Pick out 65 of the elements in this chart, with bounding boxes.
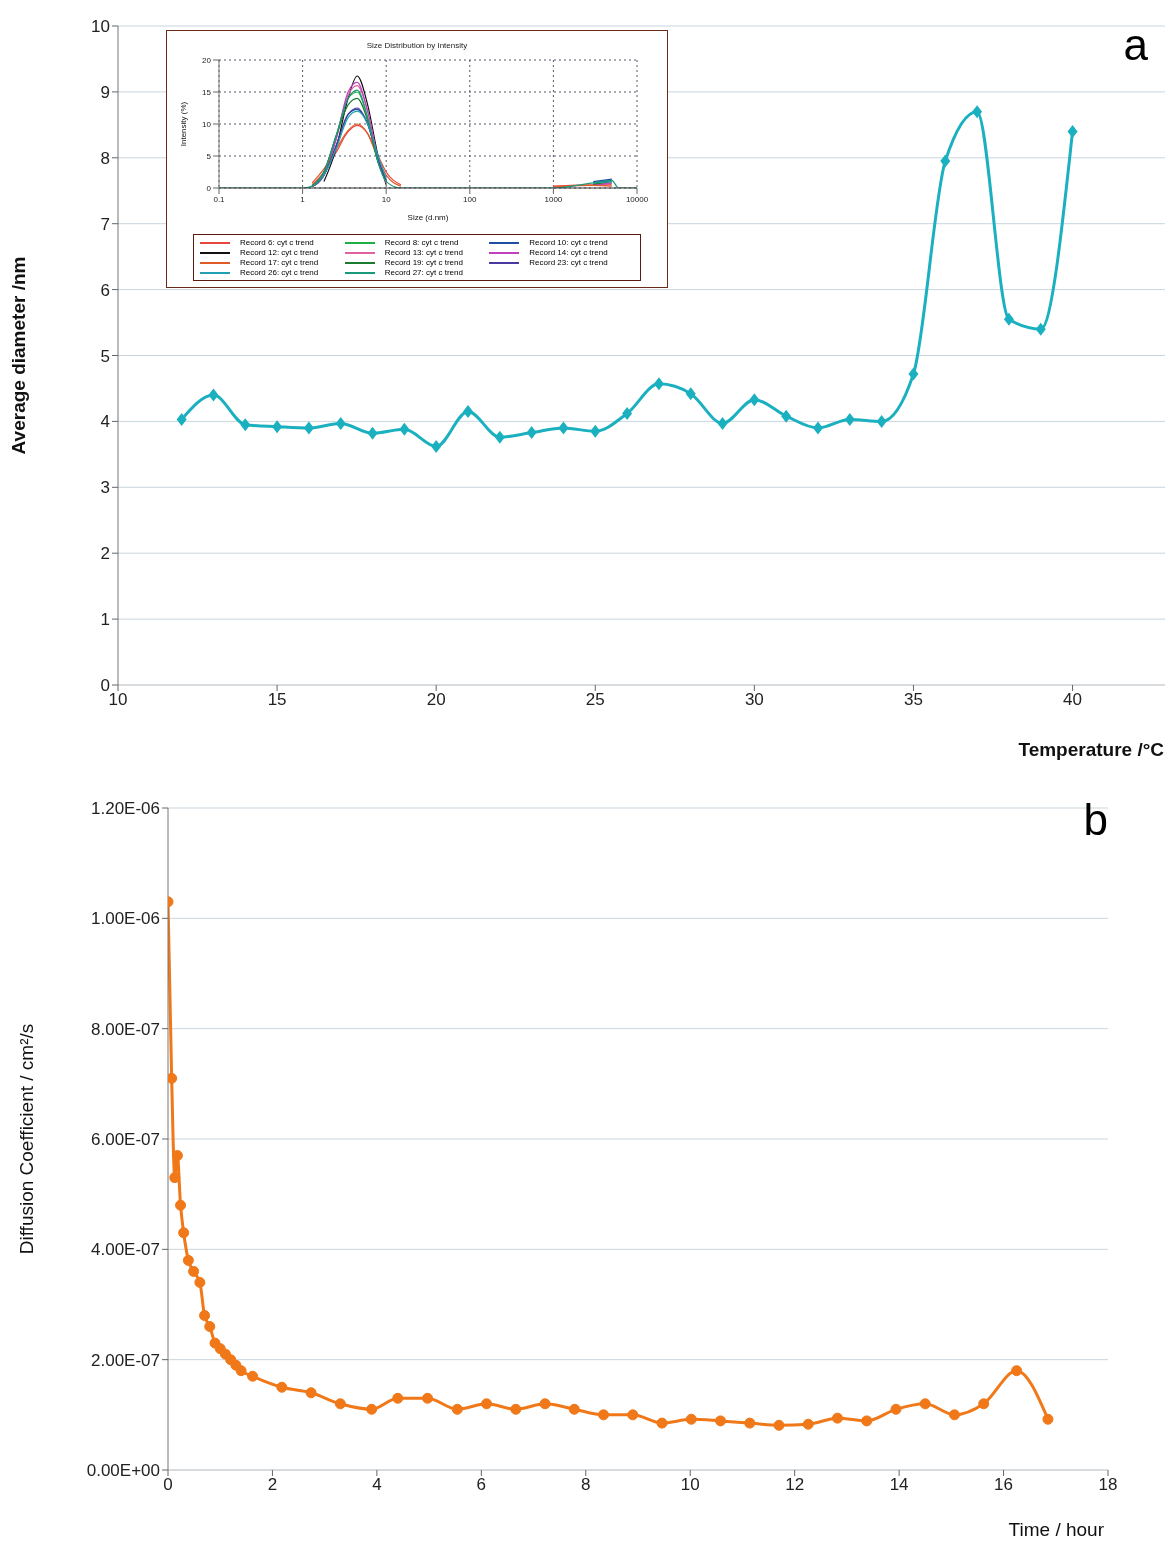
y-tick-label: 0 — [100, 676, 110, 696]
y-tick-label: 5 — [100, 346, 110, 366]
y-tick-label: 5 — [206, 151, 212, 161]
legend-label: Record 12: cyt c trend — [240, 248, 319, 257]
legend-label: Record 8: cyt c trend — [384, 238, 459, 247]
x-tick-label: 12 — [785, 1475, 805, 1495]
y-tick-label: 8.00E-07 — [91, 1019, 160, 1039]
y-tick-label: 2 — [100, 544, 110, 564]
legend-label: Record 19: cyt c trend — [384, 258, 463, 267]
x-tick-label: 10 — [680, 1475, 700, 1495]
y-tick-label: 20 — [202, 55, 212, 65]
legend-label: Record 13: cyt c trend — [384, 248, 463, 257]
annotation: b — [1083, 795, 1108, 845]
x-tick-label: 10000 — [625, 194, 649, 204]
y-tick-label: 10 — [202, 119, 212, 129]
x-tick-label: 18 — [1098, 1475, 1118, 1495]
y-tick-label: 10 — [91, 17, 110, 37]
y-tick-label: 6 — [100, 280, 110, 300]
x-tick-label: 100 — [463, 194, 478, 204]
x-tick-label: 25 — [585, 690, 605, 710]
y-axis-title: Diffusion Coefficient / cm²/s — [15, 1023, 37, 1255]
y-tick-label: 3 — [100, 478, 110, 498]
x-tick-label: 20 — [426, 690, 446, 710]
x-tick-label: 2 — [267, 1475, 278, 1495]
y-tick-label: 7 — [100, 214, 110, 234]
x-tick-label: 15 — [267, 690, 287, 710]
legend-label: Record 14: cyt c trend — [529, 248, 608, 257]
x-axis-title: Temperature /°C — [1018, 739, 1165, 760]
y-tick-label: 1.00E-06 — [91, 909, 160, 929]
y-tick-label: 9 — [100, 82, 110, 102]
x-tick-label: 40 — [1063, 690, 1083, 710]
x-tick-label: 6 — [476, 1475, 487, 1495]
x-tick-label: 1 — [300, 194, 306, 204]
y-tick-label: 15 — [202, 87, 212, 97]
y-tick-label: 1.20E-06 — [91, 799, 160, 819]
legend-label: Record 23: cyt c trend — [529, 258, 608, 267]
annotation: a — [1123, 20, 1148, 70]
y-tick-label: 6.00E-07 — [91, 1130, 160, 1150]
y-tick-label: 4.00E-07 — [91, 1240, 160, 1260]
legend-label: Record 17: cyt c trend — [240, 258, 319, 267]
x-tick-label: 8 — [581, 1475, 591, 1495]
y-tick-label: 4 — [100, 412, 110, 432]
y-axis-title: Intensity (%) — [178, 101, 188, 147]
x-tick-label: 16 — [994, 1475, 1014, 1495]
x-tick-label: 0 — [163, 1475, 173, 1495]
y-tick-label: 8 — [100, 148, 110, 168]
y-tick-label: 1 — [100, 610, 110, 630]
y-axis-title: Average diameter /nm — [7, 256, 29, 455]
x-tick-label: 1000 — [544, 194, 563, 204]
x-tick-label: 14 — [889, 1475, 909, 1495]
x-axis-title: Size (d.nm) — [407, 213, 449, 222]
x-tick-label: 35 — [903, 690, 923, 710]
y-tick-label: 0 — [206, 183, 212, 193]
x-tick-label: 10 — [381, 194, 392, 204]
legend-label: Record 27: cyt c trend — [384, 268, 463, 277]
x-tick-label: 30 — [744, 690, 764, 710]
x-tick-label: 0.1 — [213, 194, 226, 204]
y-tick-label: 0.00E+00 — [86, 1461, 160, 1481]
chart-title: Size Distribution by Intensity — [365, 40, 469, 52]
y-tick-label: 2.00E-07 — [91, 1350, 160, 1370]
x-axis-title: Time / hour — [1008, 1519, 1105, 1540]
legend-label: Record 26: cyt c trend — [240, 268, 319, 277]
legend-label: Record 10: cyt c trend — [529, 238, 608, 247]
legend-label: Record 6: cyt c trend — [240, 238, 314, 247]
x-tick-label: 4 — [372, 1475, 382, 1495]
